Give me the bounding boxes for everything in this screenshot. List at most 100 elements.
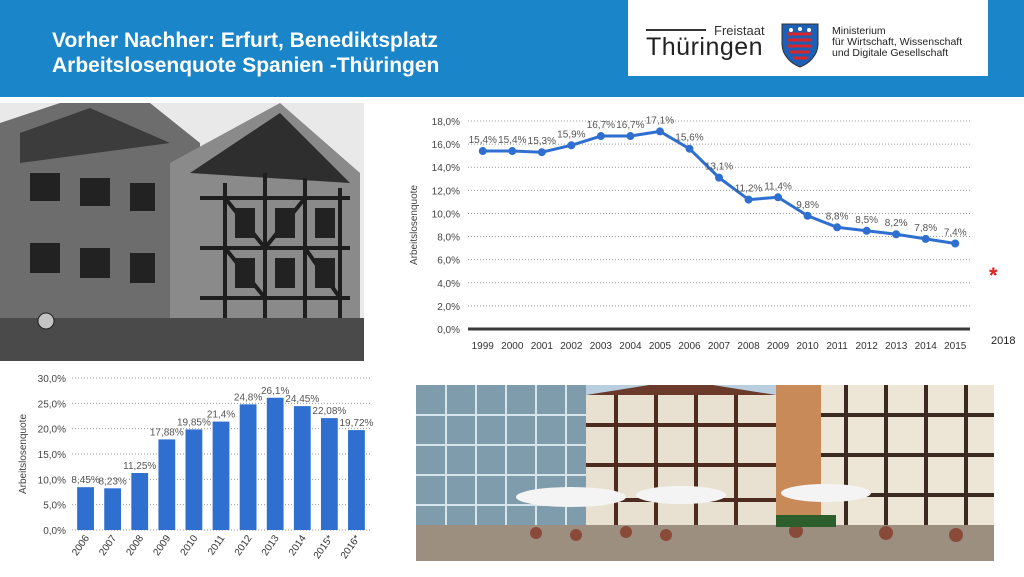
logo-land-text: Thüringen xyxy=(646,33,764,61)
page-title: Vorher Nachher: Erfurt, Benediktsplatz A… xyxy=(52,28,439,78)
bar-chart-x-tick: 2013 xyxy=(260,533,282,558)
line-chart-x-tick: 2002 xyxy=(560,341,583,352)
ministry-line-1: Ministerium xyxy=(832,25,886,37)
logo-freistaat-text: Freistaat xyxy=(714,23,765,38)
line-chart-point xyxy=(567,141,576,150)
line-chart-data-label: 8,5% xyxy=(855,215,878,226)
bar-chart-y-tick: 0,0% xyxy=(43,526,66,537)
line-chart-x-tick: 2005 xyxy=(649,341,672,352)
bar-chart-data-label: 19,72% xyxy=(339,418,373,429)
bar-chart-data-label: 24,45% xyxy=(285,394,319,405)
modern-photo xyxy=(416,385,994,561)
bar-chart-y-tick: 10,0% xyxy=(38,475,66,486)
line-chart-point xyxy=(685,144,694,153)
line-chart-y-tick: 6,0% xyxy=(437,256,460,267)
bar-chart-data-label: 22,08% xyxy=(312,406,346,417)
line-chart-data-label: 7,8% xyxy=(914,223,937,234)
bar-chart-bar xyxy=(185,429,203,530)
line-chart-x-tick: 2006 xyxy=(678,341,701,352)
bar-chart-x-tick: 2015* xyxy=(312,533,336,561)
line-chart-data-label: 17,1% xyxy=(646,115,674,126)
bar-chart-bar xyxy=(320,418,338,530)
bar-chart-data-label: 26,1% xyxy=(261,386,289,397)
line-chart-point xyxy=(921,234,930,243)
bar-chart-y-tick: 5,0% xyxy=(43,501,66,512)
line-chart-point xyxy=(655,127,664,136)
line-chart-point xyxy=(626,132,635,141)
bar-chart-x-tick: 2007 xyxy=(97,533,119,558)
title-line-2: Arbeitslosenquote Spanien -Thüringen xyxy=(52,54,440,77)
line-chart-x-tick: 2007 xyxy=(708,341,731,352)
line-chart-y-tick: 10,0% xyxy=(432,209,460,220)
line-chart-y-tick: 2,0% xyxy=(437,302,460,313)
bar-chart-x-tick: 2008 xyxy=(124,533,146,558)
header-banner: Vorher Nachher: Erfurt, Benediktsplatz A… xyxy=(0,0,1024,97)
line-chart-data-label: 11,4% xyxy=(764,181,792,192)
line-chart-point xyxy=(744,195,753,204)
bar-chart-bar xyxy=(239,404,257,530)
bar-chart-x-tick: 2014 xyxy=(287,533,309,558)
logo-ministry-text: Ministerium für Wirtschaft, Wissenschaft… xyxy=(832,26,962,59)
line-chart-x-tick: 2012 xyxy=(856,341,879,352)
bar-chart-bar xyxy=(104,488,122,530)
line-chart-data-label: 7,4% xyxy=(944,227,967,238)
line-chart-x-tick: 2015 xyxy=(944,341,967,352)
bar-chart-x-tick: 2011 xyxy=(206,533,228,557)
line-chart-data-label: 15,6% xyxy=(675,133,703,144)
line-chart-y-tick: 16,0% xyxy=(432,140,460,151)
line-chart-x-tick: 1999 xyxy=(472,341,495,352)
line-chart-y-tick: 4,0% xyxy=(437,279,460,290)
line-chart-y-tick: 12,0% xyxy=(432,186,460,197)
line-chart-point xyxy=(508,147,517,156)
line-chart-y-axis-label: Arbeitslosenquote xyxy=(409,185,420,265)
bar-chart-bar xyxy=(77,487,94,530)
line-chart-y-tick: 14,0% xyxy=(432,163,460,174)
ministry-line-3: und Digitale Gesellschaft xyxy=(832,47,949,59)
line-chart-x-tick: 2000 xyxy=(501,341,524,352)
bar-chart-x-tick: 2009 xyxy=(152,533,174,558)
line-chart-data-label: 15,3% xyxy=(528,136,556,147)
bar-chart-x-tick: 2016* xyxy=(339,533,363,561)
bar-chart-data-label: 24,8% xyxy=(234,392,262,403)
line-chart-data-label: 15,9% xyxy=(557,129,585,140)
line-chart-point xyxy=(833,223,842,232)
line-chart-point xyxy=(774,193,783,202)
line-chart-point xyxy=(478,147,487,156)
line-chart-data-label: 8,2% xyxy=(885,218,908,229)
bar-chart-y-tick: 20,0% xyxy=(38,425,66,436)
line-chart-x-tick: 2008 xyxy=(737,341,760,352)
bar-chart-data-label: 17,88% xyxy=(150,427,184,438)
line-chart-data-label: 16,7% xyxy=(616,120,644,131)
line-chart-point xyxy=(862,226,871,235)
line-chart-x-tick: 2014 xyxy=(915,341,938,352)
line-chart-data-label: 15,4% xyxy=(498,135,526,146)
bar-chart-bar xyxy=(348,430,365,530)
line-chart-x-tick: 2013 xyxy=(885,341,908,352)
bar-chart-y-tick: 15,0% xyxy=(38,450,66,461)
bar-chart-bar xyxy=(293,406,311,530)
line-chart-data-label: 16,7% xyxy=(587,120,615,131)
line-chart: 0,0% 2,0% 4,0% 6,0% 8,0% 10,0% 12,0% 14,0% 16,0%… xyxy=(409,115,970,352)
line-chart-x-tick: 2003 xyxy=(590,341,613,352)
line-chart-data-label: 9,8% xyxy=(796,200,819,211)
logo-divider xyxy=(646,29,706,31)
line-chart-y-tick: 18,0% xyxy=(432,117,460,128)
line-chart-x-tick: 2010 xyxy=(796,341,819,352)
line-chart-y-tick: 0,0% xyxy=(437,325,460,336)
line-chart-data-label: 11,2% xyxy=(735,184,763,195)
bar-chart-y-axis-label: Arbeitslosenquote xyxy=(18,414,29,494)
bar-chart-bar xyxy=(131,473,149,530)
historic-photo xyxy=(0,103,364,361)
line-chart-x-tick: 2004 xyxy=(619,341,642,352)
line-chart-point xyxy=(892,230,901,239)
bar-chart-bar xyxy=(158,439,176,530)
bar-chart-data-label: 8,45% xyxy=(71,475,99,486)
line-chart-data-label: 8,8% xyxy=(826,211,849,222)
bar-chart-bar xyxy=(266,397,284,530)
ministry-line-2: für Wirtschaft, Wissenschaft xyxy=(832,36,963,48)
red-star-annotation: * xyxy=(989,263,998,288)
line-chart-y-tick: 8,0% xyxy=(437,233,460,244)
line-chart-data-label: 15,4% xyxy=(469,135,497,146)
line-chart-x-tick: 2001 xyxy=(531,341,554,352)
bar-chart-bar xyxy=(212,421,230,530)
